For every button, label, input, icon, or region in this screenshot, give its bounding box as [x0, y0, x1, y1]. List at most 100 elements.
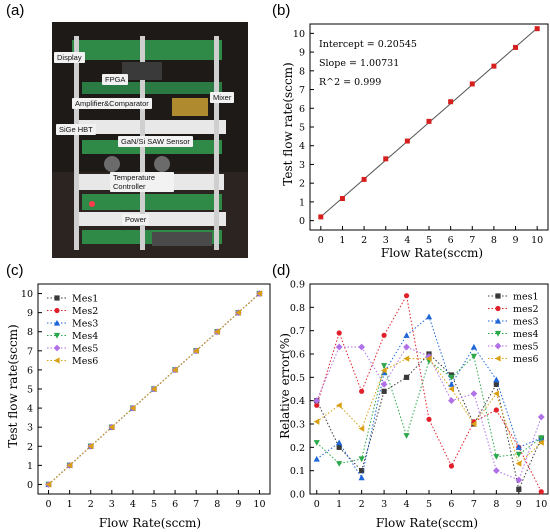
- data-point-mes6: [336, 402, 342, 409]
- x-tick-label: 1: [67, 499, 73, 510]
- legend-marker-mes3: [494, 317, 502, 324]
- y-tick-label: 4: [299, 141, 305, 152]
- legend-label-mes1: mes1: [513, 292, 539, 303]
- annotation-intercept: Intercept = 0.20545: [319, 39, 417, 50]
- legend-marker-mes2: [495, 305, 501, 312]
- data-point-mes2: [493, 407, 499, 413]
- annotation-r2: R^2 = 0.999: [319, 77, 381, 88]
- data-point-mes6: [380, 367, 387, 374]
- data-point-mes2: [538, 489, 544, 495]
- x-tick-label: 3: [109, 499, 115, 510]
- data-point-mes2: [381, 332, 387, 338]
- data-point-mes1: [381, 388, 387, 394]
- y-tick-label: 10: [21, 289, 33, 300]
- data-point: [339, 196, 345, 202]
- x-tick-label: 0: [314, 499, 320, 510]
- data-point-mes6: [313, 418, 320, 425]
- data-point: [404, 138, 410, 144]
- y-tick-label: 0.8: [290, 303, 305, 314]
- x-tick-label: 6: [172, 499, 178, 510]
- system-photo-drawing: [52, 22, 248, 258]
- x-tick-label: 8: [491, 235, 497, 246]
- data-point-mes1: [403, 374, 410, 380]
- x-tick-label: 9: [516, 499, 522, 510]
- photo-label-amplifier: Amplifier&Comparator: [72, 98, 152, 109]
- data-point-mes4: [336, 461, 343, 467]
- y-tick-label: 7: [27, 346, 33, 357]
- data-point-mes3: [425, 313, 433, 320]
- data-point-mes4: [448, 374, 455, 381]
- data-point-mes3: [448, 381, 455, 387]
- legend-label-mes6: Mes6: [72, 356, 98, 367]
- legend-label-mes1: Mes1: [72, 294, 98, 305]
- y-tick-label: 8: [299, 66, 305, 77]
- data-point-mes3: [515, 444, 522, 450]
- y-tick-label: 0: [299, 216, 305, 227]
- x-tick-label: 4: [130, 499, 136, 510]
- legend-label-mes3: mes3: [513, 317, 539, 328]
- legend-marker-mes2: [54, 307, 60, 314]
- data-point-mes4: [358, 456, 365, 463]
- panel-label-c: (c): [6, 262, 24, 279]
- y-tick-label: 8: [27, 327, 33, 338]
- x-tick-label: 7: [471, 499, 477, 510]
- data-point-mes4: [493, 454, 500, 460]
- data-point-mes5: [380, 380, 388, 388]
- x-tick-label: 7: [469, 235, 475, 246]
- data-point-mes3: [403, 332, 410, 338]
- x-tick-label: 10: [535, 499, 547, 510]
- y-tick-label: 0.5: [290, 373, 305, 384]
- photo-label-fpga: FPGA: [102, 74, 129, 85]
- legend-label-mes5: Mes5: [72, 344, 98, 355]
- photo-label-temperature: Temperature Controller: [110, 172, 174, 192]
- x-tick-label: 4: [404, 235, 410, 246]
- x-axis-title-b: Flow Rate(sccm): [381, 246, 483, 260]
- y-tick-label: 6: [299, 104, 305, 115]
- x-tick-label: 10: [531, 235, 543, 246]
- x-tick-label: 8: [214, 499, 220, 510]
- chart-b: 0 1 2 3 4 5 6 7 8 9 10 0 1 2 3 4 5 6 7 8 9 10 Intercept = 0.2…: [281, 23, 549, 260]
- series-line-mes2: [316, 294, 542, 492]
- x-tick-label: 1: [339, 235, 345, 246]
- y-tick-label: 9: [299, 48, 305, 59]
- y-tick-label: 0.7: [290, 326, 305, 337]
- y-tick-label: 1: [27, 461, 33, 472]
- data-point-mes6: [66, 462, 73, 469]
- x-tick-label: 3: [381, 499, 387, 510]
- data-point-mes2: [403, 293, 410, 299]
- photo-label-display: Display: [54, 52, 85, 63]
- y-tick-label: 0.6: [290, 350, 305, 361]
- data-point-mes1: [493, 381, 499, 387]
- data-point: [383, 156, 389, 162]
- x-axis-title-d: Flow Rate(sccm): [376, 516, 478, 530]
- data-point-mes5: [335, 343, 343, 351]
- series-line-mes4: [316, 355, 542, 465]
- data-point-mes1: [359, 468, 365, 474]
- chart-d: 0 1 2 3 4 5 6 7 8 9 10 0.0 0.1 0.2 0.3 0.4 0.5 0.6 0.7 0.8 0…: [278, 280, 549, 530]
- x-tick-label: 9: [235, 499, 241, 510]
- data-point: [426, 118, 432, 124]
- data-point-mes5: [448, 397, 455, 405]
- plot-frame-b: [309, 23, 549, 231]
- data-point-mes2: [448, 463, 455, 469]
- y-axis-title-b: Test flow rate(sccm): [281, 62, 295, 185]
- photo-label-gan: GaN/Si SAW Sensor: [118, 136, 193, 147]
- y-tick-label: 0.4: [290, 396, 305, 407]
- x-tick-label: 7: [193, 499, 199, 510]
- x-tick-label: 3: [383, 235, 389, 246]
- legend-label-mes3: Mes3: [72, 319, 98, 330]
- data-point: [491, 63, 497, 69]
- y-tick-label: 3: [27, 423, 33, 434]
- data-point: [469, 81, 475, 87]
- y-tick-label: 0: [27, 480, 33, 491]
- x-tick-label: 10: [253, 499, 265, 510]
- data-point-mes5: [403, 343, 410, 351]
- data-point-mes6: [171, 366, 178, 374]
- y-tick-label: 0.1: [290, 466, 305, 477]
- data-point-mes6: [87, 443, 94, 450]
- legend-label-mes4: Mes4: [72, 331, 98, 342]
- data-point-mes6: [235, 309, 241, 316]
- y-tick-label: 1: [299, 197, 305, 208]
- data-point-mes6: [538, 439, 544, 446]
- data-point-mes3: [470, 343, 478, 350]
